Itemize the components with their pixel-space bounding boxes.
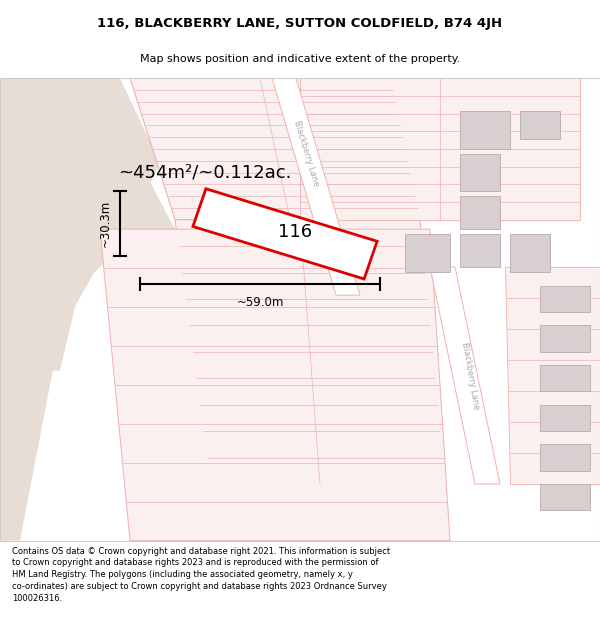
- Polygon shape: [540, 484, 590, 511]
- Polygon shape: [0, 333, 60, 541]
- Text: Blackberry Lane: Blackberry Lane: [460, 341, 481, 410]
- Text: ~30.3m: ~30.3m: [99, 200, 112, 247]
- Polygon shape: [272, 78, 360, 295]
- Text: Contains OS data © Crown copyright and database right 2021. This information is : Contains OS data © Crown copyright and d…: [12, 546, 390, 602]
- Text: ~454m²/~0.112ac.: ~454m²/~0.112ac.: [118, 164, 292, 181]
- Polygon shape: [460, 154, 500, 191]
- Polygon shape: [460, 234, 500, 267]
- Polygon shape: [540, 326, 590, 352]
- Polygon shape: [130, 78, 420, 220]
- Polygon shape: [520, 111, 560, 139]
- Text: ~59.0m: ~59.0m: [236, 296, 284, 309]
- Polygon shape: [100, 229, 450, 541]
- Polygon shape: [540, 444, 590, 471]
- Text: 116: 116: [278, 223, 312, 241]
- Polygon shape: [0, 78, 175, 333]
- Text: 116, BLACKBERRY LANE, SUTTON COLDFIELD, B74 4JH: 116, BLACKBERRY LANE, SUTTON COLDFIELD, …: [97, 17, 503, 30]
- Text: Map shows position and indicative extent of the property.: Map shows position and indicative extent…: [140, 54, 460, 64]
- Text: Blackberry Lane: Blackberry Lane: [292, 119, 320, 188]
- Polygon shape: [540, 286, 590, 312]
- Polygon shape: [430, 267, 500, 484]
- Polygon shape: [510, 234, 550, 272]
- Polygon shape: [405, 234, 450, 272]
- Polygon shape: [540, 365, 590, 391]
- Polygon shape: [505, 267, 600, 484]
- Polygon shape: [300, 78, 580, 220]
- Polygon shape: [0, 78, 160, 541]
- Polygon shape: [540, 405, 590, 431]
- Polygon shape: [460, 196, 500, 229]
- Polygon shape: [0, 78, 90, 210]
- Polygon shape: [193, 189, 377, 279]
- Polygon shape: [0, 78, 600, 541]
- Polygon shape: [175, 220, 445, 484]
- Polygon shape: [460, 111, 510, 149]
